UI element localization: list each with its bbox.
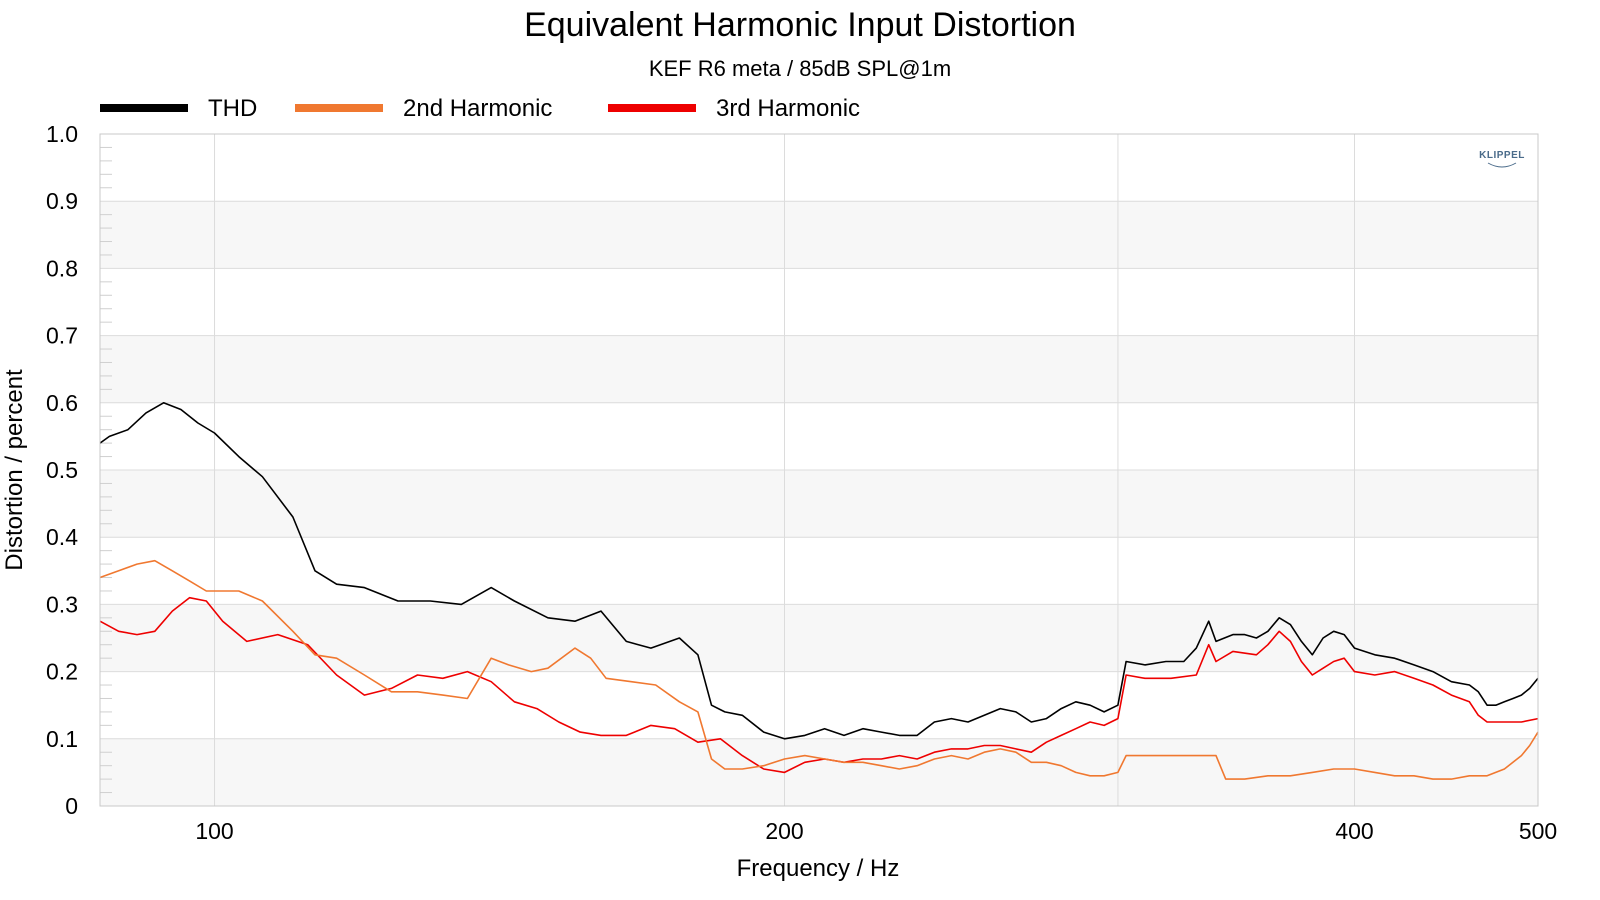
series-lines [99, 402, 1539, 780]
plot-frame [99, 133, 1539, 807]
y-tick-label: 0.1 [46, 726, 78, 752]
legend: THD 2nd Harmonic 3rd Harmonic [100, 95, 860, 122]
y-tick-label: 1.0 [46, 121, 78, 147]
plot-band [100, 335, 1538, 403]
minor-ticks [100, 146, 112, 794]
x-tick-label: 400 [1335, 818, 1373, 844]
legend-swatch-thd [100, 104, 188, 112]
legend-swatch-2nd-harmonic [295, 104, 383, 112]
y-tick-label: 0.5 [46, 457, 78, 483]
x-tick-label: 100 [195, 818, 233, 844]
y-tick-label: 0.7 [46, 323, 78, 349]
chart-subtitle: KEF R6 meta / 85dB SPL@1m [649, 56, 951, 81]
plot-band [100, 671, 1538, 739]
y-axis-title: Distortion / percent [1, 369, 28, 571]
plot-background [100, 134, 1538, 806]
logo-text: KLIPPEL [1479, 150, 1525, 161]
series-line-thd [99, 402, 1539, 740]
legend-swatch-3rd-harmonic [608, 104, 696, 112]
logo-swoosh [1487, 162, 1517, 168]
y-tick-label: 0.3 [46, 591, 78, 617]
x-tick-labels: 100 200 400 500 [195, 818, 1557, 844]
y-tick-labels: 0 0.1 0.2 0.3 0.4 0.5 0.6 0.7 0.8 0.9 1.0 [46, 121, 78, 819]
plot-band [100, 738, 1538, 806]
y-tick-label: 0.8 [46, 255, 78, 281]
y-tick-label: 0.9 [46, 188, 78, 214]
plot-band [100, 402, 1538, 470]
y-tick-label: 0.2 [46, 659, 78, 685]
y-tick-label: 0.4 [46, 524, 78, 550]
plot-band [100, 134, 1538, 202]
chart-title: Equivalent Harmonic Input Distortion [524, 6, 1076, 44]
x-tick-label: 200 [765, 818, 803, 844]
x-tick-label: 500 [1519, 818, 1557, 844]
series-line-3rd-harmonic [99, 596, 1539, 774]
plot-band [100, 537, 1538, 605]
series-line-2nd-harmonic [99, 559, 1539, 780]
legend-label-3rd-harmonic: 3rd Harmonic [716, 95, 860, 122]
legend-label-2nd-harmonic: 2nd Harmonic [403, 95, 552, 122]
plot-band [100, 201, 1538, 269]
x-axis-title: Frequency / Hz [737, 855, 900, 882]
plot-band [100, 268, 1538, 336]
plot-band [100, 470, 1538, 538]
y-tick-label: 0.6 [46, 390, 78, 416]
legend-label-thd: THD [208, 95, 257, 122]
klippel-logo: KLIPPEL [1479, 150, 1525, 168]
y-tick-label: 0 [65, 793, 78, 819]
